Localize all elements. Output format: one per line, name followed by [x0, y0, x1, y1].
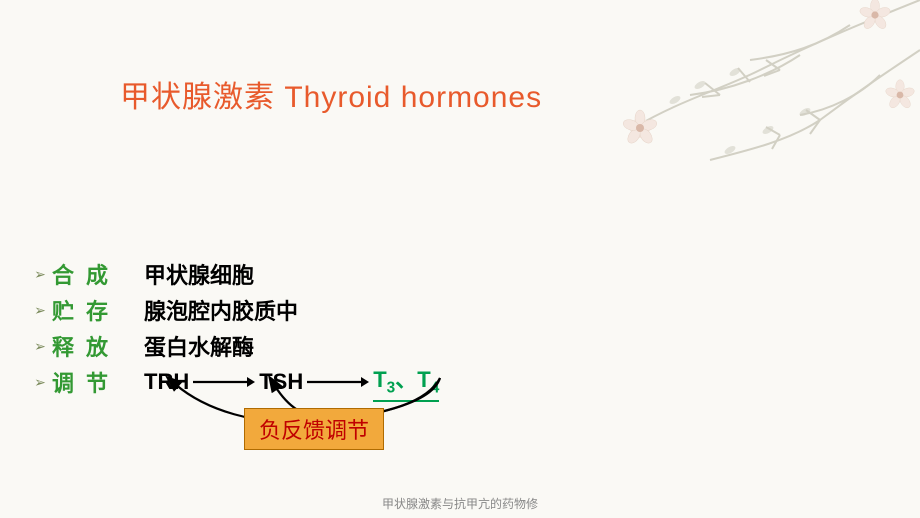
feedback-box: 负反馈调节 — [244, 408, 384, 450]
flow-tsh: TSH — [259, 369, 303, 395]
arrow-icon — [307, 375, 369, 389]
flow-t3t4: T3、T4 — [373, 362, 439, 401]
row-label: 释放 — [52, 330, 144, 362]
row-value: 蛋白水解酶 — [144, 330, 254, 362]
row-label: 贮存 — [52, 294, 144, 326]
slide-title: 甲状腺激素 Thyroid hormones — [120, 72, 542, 116]
slide: 甲状腺激素 Thyroid hormones ➢ 合成 甲状腺细胞 ➢ 贮存 腺… — [0, 0, 920, 518]
row-label: 调节 — [52, 366, 144, 398]
row-synthesis: ➢ 合成 甲状腺细胞 — [28, 256, 439, 292]
bullet-icon: ➢ — [28, 374, 52, 391]
footer-text: 甲状腺激素与抗甲亢的药物修 — [0, 495, 920, 512]
content-rows: ➢ 合成 甲状腺细胞 ➢ 贮存 腺泡腔内胶质中 ➢ 释放 蛋白水解酶 ➢ 调节 … — [28, 256, 439, 400]
bullet-icon: ➢ — [28, 266, 52, 283]
row-value: 腺泡腔内胶质中 — [144, 294, 298, 326]
row-release: ➢ 释放 蛋白水解酶 — [28, 328, 439, 364]
regulation-flow: TRH TSH T3、T4 — [144, 362, 439, 401]
bullet-icon: ➢ — [28, 302, 52, 319]
row-label: 合成 — [52, 258, 144, 290]
row-value: 甲状腺细胞 — [144, 258, 254, 290]
row-storage: ➢ 贮存 腺泡腔内胶质中 — [28, 292, 439, 328]
row-regulation: ➢ 调节 TRH TSH T3、T4 — [28, 364, 439, 400]
flow-trh: TRH — [144, 369, 189, 395]
bullet-icon: ➢ — [28, 338, 52, 355]
decor-branches — [520, 0, 920, 170]
arrow-icon — [193, 375, 255, 389]
